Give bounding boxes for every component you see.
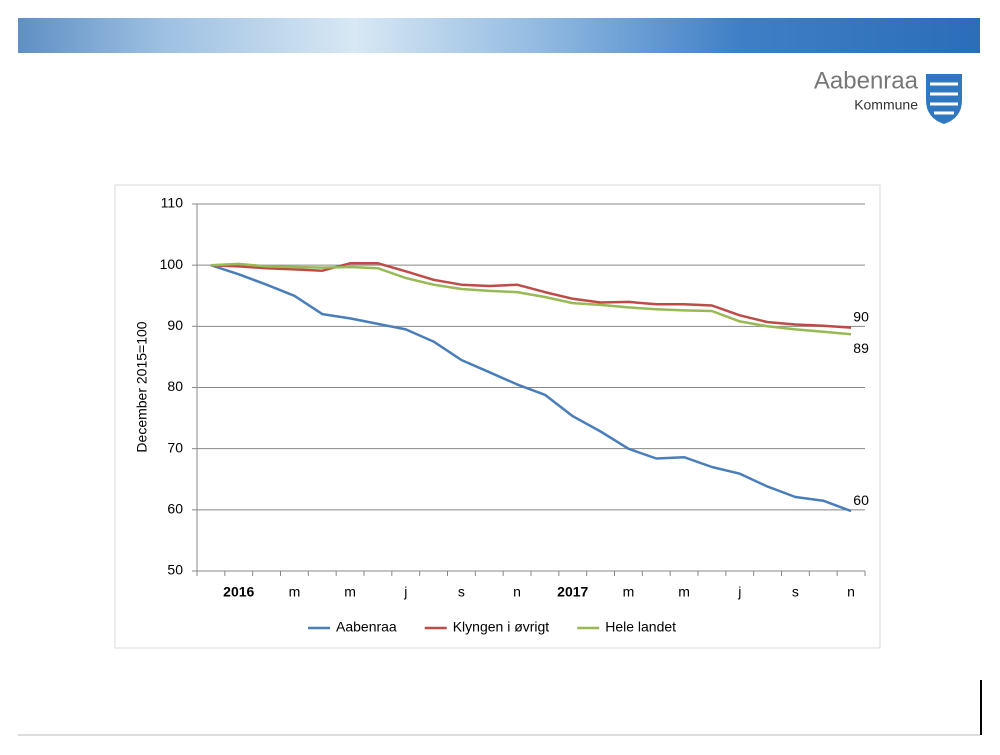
y-tick-label: 60 bbox=[167, 501, 183, 517]
data-label: 89 bbox=[853, 340, 869, 356]
banner bbox=[18, 18, 980, 53]
x-tick-label: m bbox=[289, 584, 301, 600]
logo-sub: Kommune bbox=[854, 97, 918, 113]
y-tick-label: 50 bbox=[167, 562, 183, 578]
x-tick-label: j bbox=[737, 584, 741, 600]
y-axis-label: December 2015=100 bbox=[134, 321, 150, 452]
series-line bbox=[210, 262, 852, 336]
x-tick-label: m bbox=[623, 584, 635, 600]
x-tick-label: n bbox=[513, 584, 521, 600]
x-tick-label: n bbox=[847, 584, 855, 600]
y-tick-label: 70 bbox=[167, 439, 183, 455]
legend-label: Klyngen i øvrigt bbox=[453, 619, 550, 635]
x-tick-label: s bbox=[792, 584, 799, 600]
legend-label: Aabenraa bbox=[336, 619, 397, 635]
x-tick-label: 2017 bbox=[557, 584, 588, 600]
x-tick-label: j bbox=[403, 584, 407, 600]
y-tick-label: 110 bbox=[161, 195, 184, 211]
y-tick-label: 90 bbox=[167, 317, 183, 333]
x-tick-label: 2016 bbox=[223, 584, 254, 600]
series-line bbox=[210, 262, 852, 329]
x-tick-label: s bbox=[458, 584, 465, 600]
series-line bbox=[210, 264, 852, 513]
x-tick-label: m bbox=[678, 584, 690, 600]
data-label: 90 bbox=[853, 308, 869, 324]
logo-shield bbox=[926, 74, 962, 124]
legend-label: Hele landet bbox=[605, 619, 676, 635]
data-label: 60 bbox=[853, 492, 869, 508]
logo-name: Aabenraa bbox=[814, 67, 919, 94]
chart-frame bbox=[114, 184, 881, 649]
y-tick-label: 80 bbox=[167, 378, 183, 394]
y-tick-label: 100 bbox=[160, 256, 184, 272]
x-tick-label: m bbox=[344, 584, 356, 600]
